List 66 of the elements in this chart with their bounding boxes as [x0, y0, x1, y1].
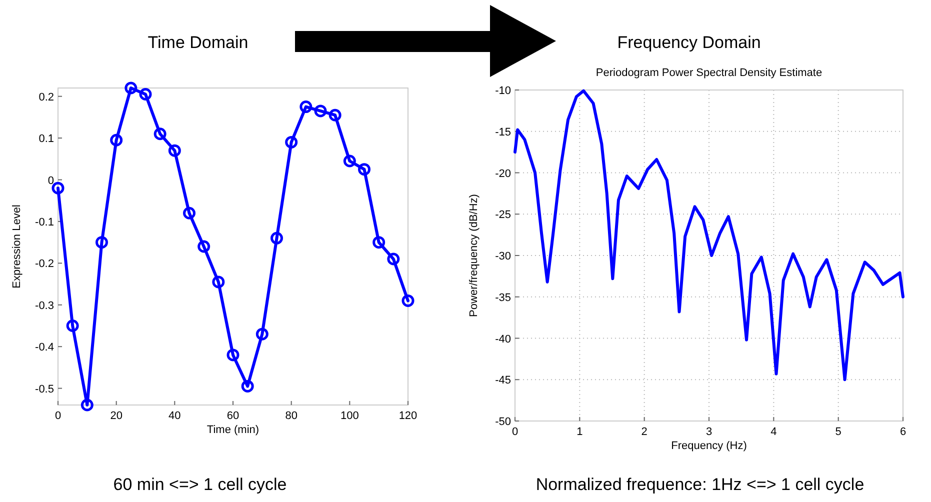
x-tick-label: 3	[706, 426, 712, 438]
point	[226, 348, 240, 362]
y-tick-label: -35	[495, 292, 511, 304]
x-tick-label: 5	[835, 426, 842, 438]
x-tick-label: 80	[285, 410, 298, 422]
point	[80, 398, 94, 412]
line-series	[514, 89, 904, 382]
y-tick-label: -30	[495, 250, 511, 262]
x-tick-label: 4	[770, 426, 777, 438]
point	[314, 104, 327, 118]
y-tick-label: -10	[495, 85, 511, 97]
point	[285, 136, 298, 148]
x-axis-title: Time (min)	[206, 424, 260, 436]
point	[154, 128, 166, 140]
chart-title: Periodogram Power Spectral Density Estimate	[596, 67, 822, 79]
x-tick-label: 40	[168, 410, 181, 422]
y-tick-label: -50	[495, 416, 511, 428]
x-tick-label: 100	[340, 410, 359, 422]
y-axis-title: Expression Level	[11, 204, 23, 288]
y-tick-label: 0	[48, 174, 54, 187]
y-tick-label: -40	[495, 333, 511, 346]
x-tick-label: 120	[398, 410, 418, 422]
point	[212, 276, 225, 288]
point	[124, 82, 138, 94]
y-tick-label: 0.1	[38, 133, 54, 146]
y-tick-label: -0.3	[35, 300, 54, 312]
text: Normalized frequence: 1Hz <=> 1 cell cycle	[536, 475, 864, 494]
y-tick-label: -20	[495, 168, 511, 180]
x-tick-label: 60	[226, 410, 240, 422]
x-tick-label: 2	[641, 426, 648, 438]
point	[52, 182, 64, 194]
y-tick-label: -0.1	[35, 216, 54, 228]
x-tick-label: 0	[512, 426, 518, 438]
x-tick-label: 20	[110, 410, 122, 422]
text: 60 min <=> 1 cell cycle	[113, 475, 287, 494]
point	[300, 100, 312, 114]
point	[139, 88, 152, 101]
point	[110, 134, 123, 146]
point	[256, 328, 268, 340]
point	[372, 236, 386, 249]
y-tick-label: -25	[495, 209, 511, 222]
y-tick-label: -45	[495, 374, 511, 387]
point	[358, 163, 370, 176]
point	[270, 232, 283, 244]
x-tick-label: 6	[900, 426, 906, 438]
point	[168, 144, 181, 157]
point	[198, 240, 210, 253]
y-axis-title: Power/frequency (dB/Hz)	[468, 194, 480, 317]
point	[328, 108, 342, 122]
chart-subtitle: Frequency Domain	[617, 33, 761, 52]
point	[343, 154, 356, 168]
point	[387, 252, 400, 266]
x-tick-label: 0	[54, 410, 62, 422]
point	[402, 294, 414, 307]
y-tick-label: -0.2	[35, 258, 54, 270]
point	[241, 380, 254, 392]
y-tick-label: -15	[495, 126, 511, 138]
point	[66, 320, 79, 332]
y-tick-label: -0.5	[35, 383, 54, 396]
y-tick-label: -0.4	[35, 342, 54, 354]
x-axis-title: Frequency (Hz)	[671, 440, 747, 452]
point	[183, 206, 196, 220]
x-tick-label: 1	[576, 426, 583, 438]
point	[96, 236, 108, 249]
y-tick-label: 0.2	[38, 91, 54, 104]
chart-title: Time Domain	[148, 33, 248, 52]
